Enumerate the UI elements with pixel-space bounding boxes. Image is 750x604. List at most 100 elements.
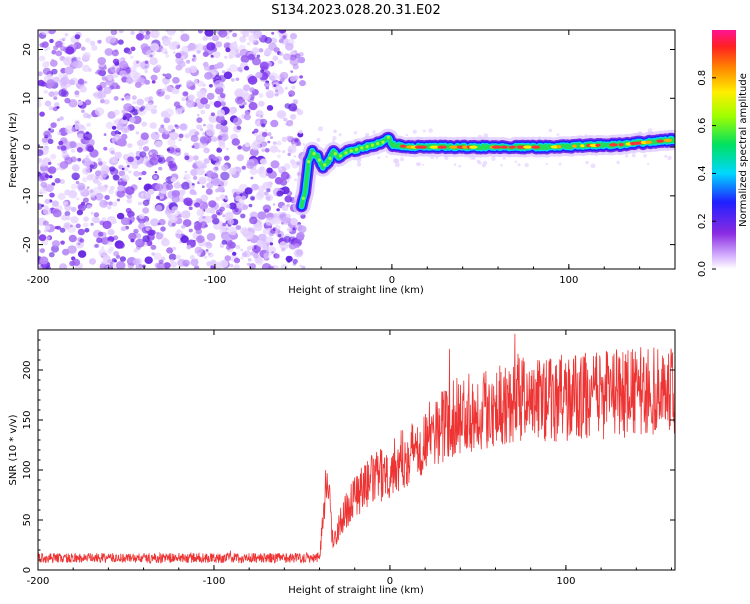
noise-blob [119,256,126,262]
noise-blob [196,208,205,217]
noise-blob [104,195,110,200]
colorbar-tick-label: 0.2 [697,213,708,229]
snr-line [38,333,675,564]
noise-blob [247,75,258,85]
noise-blob [142,199,150,206]
noise-blob [55,40,63,48]
noise-blob [178,133,184,139]
noise-blob [194,79,198,82]
noise-blob [59,179,65,185]
noise-blob [299,75,303,79]
noise-blob [264,48,272,56]
noise-blob [142,207,150,214]
noise-blob [144,155,149,160]
noise-blob [292,143,297,148]
noise-blob [129,70,139,79]
noise-blob [290,70,294,73]
noise-blob [215,196,221,201]
noise-blob [235,225,242,230]
noise-blob [223,155,230,161]
y-tick-label: 10 [22,92,33,105]
noise-blob [148,96,153,101]
noise-blob [225,245,232,250]
noise-blob [239,48,249,58]
noise-blob [194,202,200,208]
noise-blob [219,206,225,212]
noise-blob [259,118,268,126]
noise-blob [276,190,284,197]
noise-blob [181,210,191,219]
noise-blob [81,109,85,113]
noise-blob [259,61,269,70]
noise-blob [107,259,113,264]
noise-blob [216,109,225,117]
noise-blob [95,170,102,177]
noise-blob [85,168,91,173]
noise-blob [240,248,244,252]
noise-blob [91,45,98,51]
noise-blob [91,216,99,223]
noise-blob [81,46,86,51]
y-tick-label: -20 [22,236,33,252]
noise-blob [265,236,274,244]
noise-blob [64,204,72,211]
noise-blob [38,158,43,162]
noise-blob [296,249,303,256]
ridge-spot [370,143,374,147]
noise-blob [141,170,147,176]
noise-blob [74,177,78,180]
noise-blob [96,84,103,91]
spectrogram-heatmap [38,30,675,269]
noise-blob [156,262,165,269]
noise-blob [84,228,90,233]
noise-blob [219,194,226,200]
noise-blob [190,258,199,267]
noise-blob [213,51,221,58]
noise-blob [144,60,149,64]
noise-blob [162,38,171,46]
noise-blob [63,57,72,66]
noise-blob [183,197,193,206]
noise-blob [85,155,89,159]
noise-blob [176,229,181,234]
noise-blob [136,98,144,106]
noise-blob [299,80,306,87]
noise-blob [151,80,156,84]
noise-blob [217,212,221,215]
noise-blob [164,94,171,100]
noise-blob [208,37,212,41]
faint-speckle [365,132,370,137]
faint-speckle [556,133,560,136]
noise-blob [114,118,123,126]
x-tick-label: -100 [203,576,226,587]
noise-blob [206,42,216,51]
faint-speckle [558,162,562,166]
noise-blob [214,63,220,69]
noise-blob [85,144,94,152]
noise-blob [116,138,126,147]
noise-blob [38,144,41,147]
noise-blob [86,192,90,195]
noise-blob [278,30,287,34]
noise-blob [105,121,114,130]
noise-blob [264,148,270,153]
noise-blob [244,32,250,38]
noise-blob [224,255,231,262]
noise-blob [259,158,268,165]
noise-blob [269,242,274,246]
faint-speckle [491,156,496,161]
noise-blob [221,137,226,141]
ridge-spot [365,145,369,149]
noise-blob [169,259,175,263]
noise-blob [49,38,54,44]
faint-speckle [502,156,506,160]
noise-blob [204,30,214,37]
noise-blob [38,55,46,62]
faint-speckle [616,160,620,165]
noise-blob [232,117,243,126]
noise-blob [229,263,234,268]
ridge-hotspot [449,145,459,149]
noise-blob [38,248,41,253]
noise-blob [75,180,80,185]
noise-blob [244,231,254,240]
